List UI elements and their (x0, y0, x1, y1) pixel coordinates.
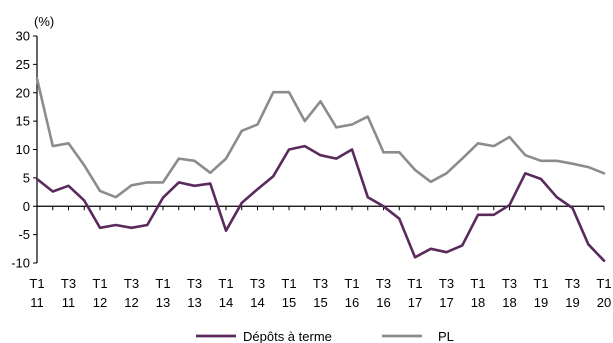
x-tick-label-quarter: T3 (502, 276, 517, 291)
x-tick-label-quarter: T1 (596, 276, 611, 291)
y-tick-label: 20 (16, 85, 30, 100)
x-tick-label-quarter: T3 (61, 276, 76, 291)
y-tick-label: 25 (16, 57, 30, 72)
x-tick-label-year: 18 (502, 295, 516, 310)
x-tick-label-year: 15 (282, 295, 296, 310)
x-tick-label-quarter: T3 (250, 276, 265, 291)
x-tick-label-quarter: T1 (155, 276, 170, 291)
y-tick-label: 0 (23, 199, 30, 214)
y-tick-label: 30 (16, 29, 30, 44)
x-tick-label-year: 11 (30, 295, 44, 310)
y-tick-label: 10 (16, 142, 30, 157)
series-line-pl (35, 77, 606, 199)
y-tick-label: 5 (23, 170, 30, 185)
x-tick-label-quarter: T1 (218, 276, 233, 291)
x-tick-label-year: 12 (124, 295, 138, 310)
x-tick-label-quarter: T3 (376, 276, 391, 291)
x-tick-label-year: 19 (565, 295, 579, 310)
x-tick-label-year: 13 (156, 295, 170, 310)
x-tick-label-quarter: T1 (344, 276, 359, 291)
x-tick-label-year: 14 (219, 295, 233, 310)
x-tick-label-quarter: T3 (565, 276, 580, 291)
x-tick-label-year: 11 (62, 295, 76, 310)
y-tick-label: 15 (16, 114, 30, 129)
legend: Dépôts à terme PL (196, 329, 454, 343)
x-tick-label-year: 15 (313, 295, 327, 310)
x-tick-label-year: 13 (187, 295, 201, 310)
x-tick-label-year: 20 (597, 295, 611, 310)
x-axis: T1 11 T3 11 T1 12 T3 12 T1 13 T3 13 T1 14 T3 14 T1 15 T3 15… (29, 205, 612, 310)
series-layer (35, 77, 606, 263)
x-tick-label-quarter: T3 (124, 276, 139, 291)
x-tick-label-year: 19 (534, 295, 548, 310)
x-tick-label-year: 16 (345, 295, 359, 310)
x-tick-label-year: 12 (93, 295, 107, 310)
x-tick-label-quarter: T1 (92, 276, 107, 291)
x-tick-label-year: 17 (408, 295, 422, 310)
x-tick-label-quarter: T1 (29, 276, 44, 291)
legend-label: Dépôts à terme (243, 329, 332, 343)
y-axis-unit-label: (%) (34, 14, 54, 29)
y-axis: 30 25 20 15 10 5 0 -5 -10 (11, 29, 38, 271)
x-tick-label-year: 17 (439, 295, 453, 310)
series-line-depots-a-terme (35, 144, 606, 263)
y-tick-label: -5 (18, 227, 30, 242)
y-tick-label: -10 (11, 256, 30, 271)
x-tick-label-quarter: T1 (470, 276, 485, 291)
x-tick-label-quarter: T1 (533, 276, 548, 291)
x-tick-label-year: 16 (376, 295, 390, 310)
x-tick-label-quarter: T1 (281, 276, 296, 291)
x-tick-label-quarter: T3 (439, 276, 454, 291)
x-tick-label-quarter: T1 (407, 276, 422, 291)
x-tick-label-year: 18 (471, 295, 485, 310)
x-tick-label-quarter: T3 (187, 276, 202, 291)
x-tick-label-year: 14 (250, 295, 264, 310)
legend-label: PL (438, 329, 454, 343)
x-tick-label-quarter: T3 (313, 276, 328, 291)
